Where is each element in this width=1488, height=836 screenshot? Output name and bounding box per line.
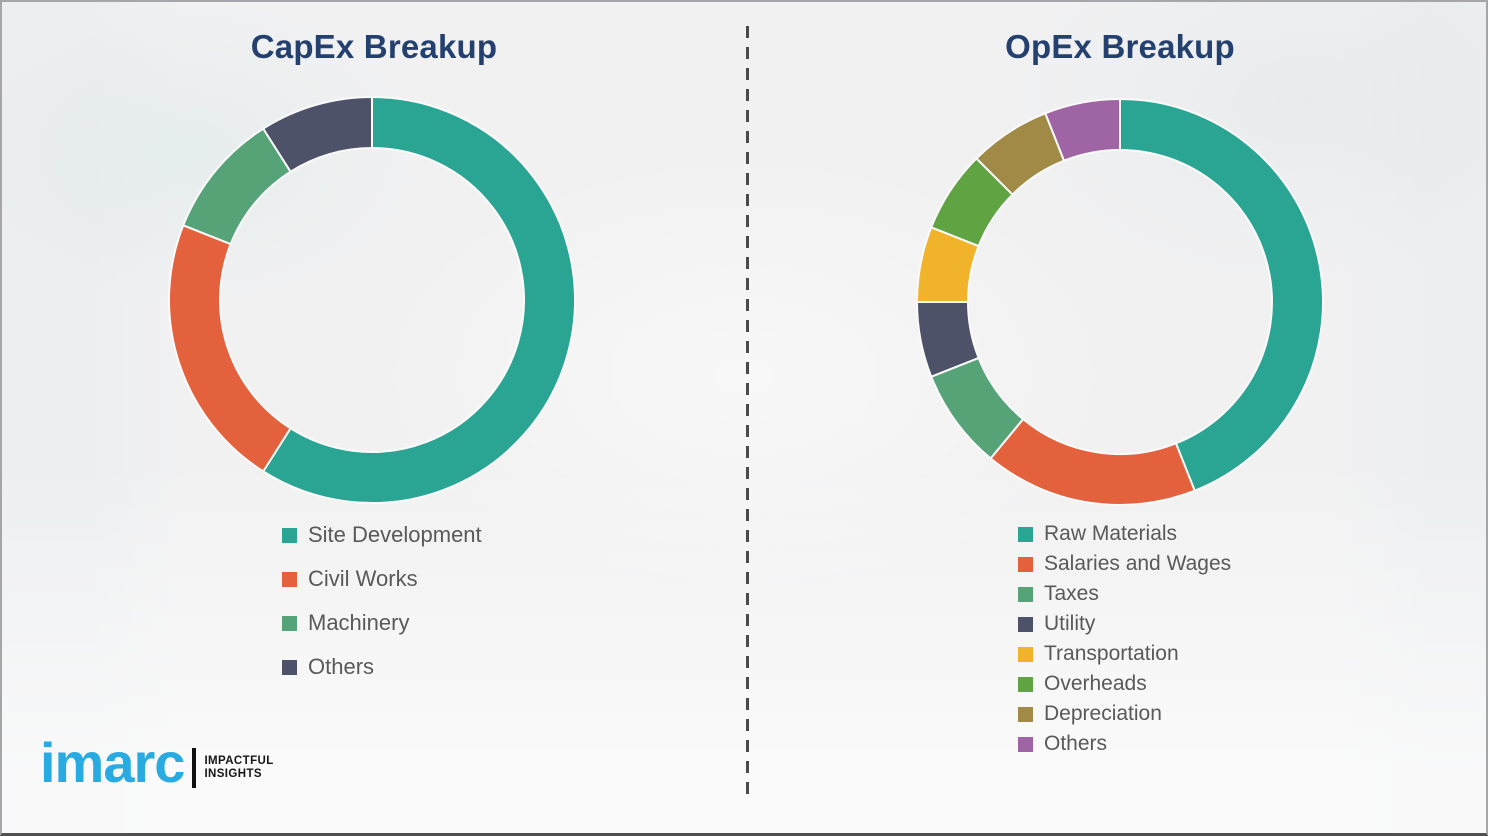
legend-label: Civil Works — [308, 566, 418, 591]
donut-segment-raw-materials — [1119, 97, 1324, 493]
legend-swatch — [1018, 676, 1033, 692]
legend-item-utility: Utility — [1018, 609, 1231, 639]
legend-label: Raw Materials — [1044, 522, 1178, 545]
legend-swatch — [282, 527, 297, 543]
capex-legend: Site Development Civil Works Machinery Othe… — [282, 513, 482, 689]
legend-item-raw-materials: Raw Materials — [1018, 519, 1231, 549]
legend-label: Taxes — [1044, 582, 1099, 605]
imarc-logo-tagline: IMPACTFUL INSIGHTS — [204, 755, 273, 782]
legend-item-depreciation: Depreciation — [1018, 699, 1231, 729]
legend-swatch — [1018, 586, 1033, 602]
imarc-logo-divider-bar — [192, 748, 197, 788]
legend-item-others: Others — [282, 645, 482, 689]
legend-label: Others — [308, 654, 375, 679]
capex-donut-chart — [168, 95, 576, 504]
legend-item-civil-works: Civil Works — [282, 557, 482, 601]
legend-swatch — [1018, 646, 1033, 662]
opex-legend: Raw Materials Salaries and Wages Taxes Util… — [1018, 519, 1231, 759]
legend-item-overheads: Overheads — [1018, 669, 1231, 699]
donut-segment-salaries-and-wages — [989, 417, 1197, 506]
divider-dashed-line — [746, 26, 749, 794]
imarc-tagline-line1: IMPACTFUL — [204, 754, 274, 767]
legend-item-site-development: Site Development — [282, 513, 482, 557]
capex-chart-title: CapEx Breakup — [250, 28, 498, 65]
donut-segment-others — [1043, 97, 1121, 162]
legend-label: Utility — [1044, 612, 1096, 635]
opex-chart-title: OpEx Breakup — [1005, 28, 1235, 65]
imarc-logo: imarc IMPACTFUL INSIGHTS — [40, 731, 274, 795]
legend-item-salaries-and-wages: Salaries and Wages — [1018, 549, 1231, 579]
legend-label: Machinery — [308, 610, 410, 635]
legend-label: Site Development — [308, 522, 482, 547]
legend-swatch — [1018, 556, 1033, 572]
legend-label: Overheads — [1044, 672, 1147, 695]
donut-segment-civil-works — [168, 223, 292, 473]
legend-label: Transportation — [1044, 642, 1179, 665]
legend-swatch — [1018, 736, 1033, 752]
legend-item-machinery: Machinery — [282, 601, 482, 645]
legend-swatch — [282, 615, 297, 631]
legend-swatch — [282, 659, 297, 675]
legend-label: Others — [1044, 732, 1108, 755]
legend-swatch — [1018, 526, 1033, 542]
legend-item-others: Others — [1018, 729, 1231, 759]
legend-label: Salaries and Wages — [1044, 552, 1232, 575]
imarc-logo-text: imarc — [40, 731, 185, 795]
legend-swatch — [1018, 616, 1033, 632]
donut-segment-others — [261, 95, 373, 174]
legend-item-transportation: Transportation — [1018, 639, 1231, 669]
legend-label: Depreciation — [1044, 702, 1162, 725]
donut-segment-site-development — [261, 95, 576, 504]
opex-donut-chart — [915, 97, 1324, 506]
legend-swatch — [1018, 706, 1033, 722]
imarc-tagline-line2: INSIGHTS — [204, 768, 262, 780]
legend-swatch — [282, 571, 297, 587]
legend-item-taxes: Taxes — [1018, 579, 1231, 609]
